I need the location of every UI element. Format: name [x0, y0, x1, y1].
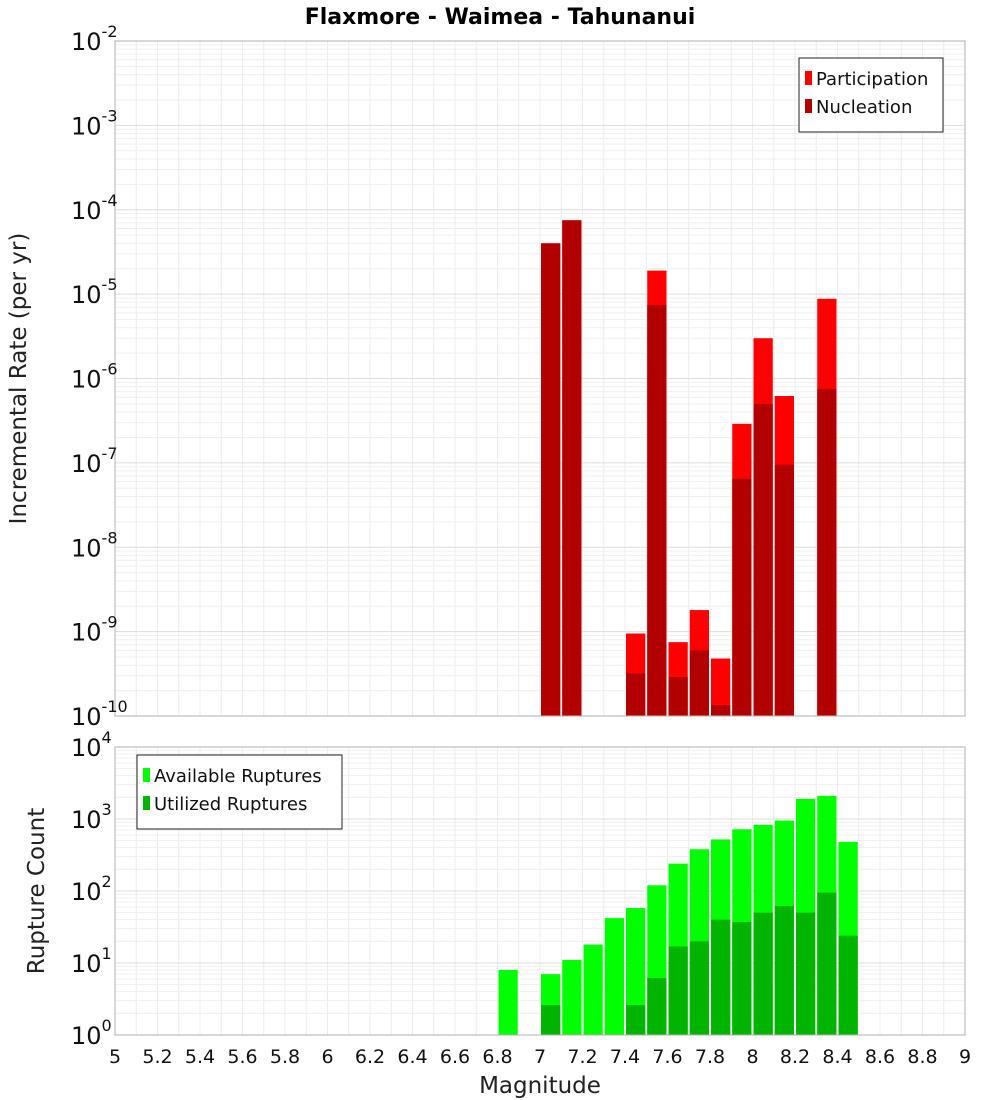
y-tick-label: 103 — [71, 800, 112, 834]
y-tick-label: 10-3 — [71, 106, 118, 140]
series-utilized-ruptures — [541, 892, 858, 1035]
legend: Available Ruptures Utilized Ruptures — [136, 754, 343, 830]
x-tick-label: 7.4 — [610, 1046, 640, 1068]
legend-entry: Utilized Ruptures — [154, 794, 307, 815]
x-tick-label: 6.6 — [440, 1046, 470, 1068]
y-tick-label: 10-10 — [71, 697, 128, 731]
x-tick-label: 8.8 — [907, 1046, 937, 1068]
gridlines — [114, 41, 966, 717]
bar — [689, 650, 709, 716]
bar — [583, 944, 603, 1035]
y-tick-label: 10-8 — [71, 528, 118, 562]
bar — [753, 403, 773, 716]
bars — [498, 795, 858, 1035]
plot-frame — [114, 40, 966, 717]
legend-swatch — [143, 796, 150, 810]
bar — [711, 919, 731, 1035]
y-tick-label: 104 — [71, 728, 112, 762]
x-tick-labels: 5 5.2 5.4 5.6 5.8 6 6.2 6.4 6.6 6.8 7 7.2 7.4 7.6 7.8 8… — [109, 1046, 971, 1068]
y-tick-label: 101 — [71, 944, 112, 978]
bar — [668, 676, 688, 716]
x-tick-label: 6.8 — [482, 1046, 512, 1068]
legend: Participation Nucleation — [798, 57, 944, 133]
y-axis-label: Rupture Count — [24, 808, 50, 974]
series-nucleation — [541, 220, 837, 717]
bar — [838, 935, 858, 1035]
y-tick-label: 10-5 — [71, 275, 118, 309]
bar — [604, 918, 624, 1035]
x-tick-label: 7.2 — [567, 1046, 597, 1068]
y-tick-label: 10-6 — [71, 360, 118, 394]
bar — [626, 908, 646, 1035]
bar — [732, 478, 752, 716]
x-tick-label: 5.4 — [185, 1046, 215, 1068]
y-tick-label: 10-7 — [71, 444, 118, 478]
y-axis-label: Incremental Rate (per yr) — [6, 233, 32, 525]
x-tick-label: 5.6 — [227, 1046, 257, 1068]
y-tick-label: 102 — [71, 872, 112, 906]
legend-entry: Participation — [816, 69, 928, 90]
chart-title: Flaxmore - Waimea - Tahunanui — [305, 5, 696, 30]
y-tick-label: 10-9 — [71, 613, 118, 647]
bar — [541, 1005, 561, 1035]
bar — [796, 912, 816, 1035]
y-tick-label: 10-4 — [71, 191, 118, 225]
bar — [626, 1005, 646, 1035]
legend-entry: Nucleation — [816, 97, 912, 118]
legend-swatch — [805, 71, 812, 85]
x-tick-label: 6.2 — [355, 1046, 385, 1068]
bar — [774, 464, 794, 716]
x-tick-label: 5 — [109, 1046, 121, 1068]
x-axis-label: Magnitude — [479, 1073, 601, 1099]
bar — [817, 892, 837, 1035]
bar — [562, 220, 582, 717]
bar — [711, 705, 731, 716]
y-tick-labels: 10-10 10-9 10-8 10-7 10-6 10-5 10-4 10-3 10-2 — [71, 22, 128, 731]
bar — [732, 922, 752, 1035]
rate-panel: 10-10 10-9 10-8 10-7 10-6 10-5 10-4 10-3 10-2 Inc… — [6, 22, 966, 731]
x-tick-label: 6.4 — [397, 1046, 427, 1068]
legend-entry: Available Ruptures — [154, 766, 322, 787]
x-tick-label: 8.2 — [780, 1046, 810, 1068]
bar — [626, 673, 646, 716]
x-tick-label: 8.6 — [865, 1046, 895, 1068]
bar — [689, 941, 709, 1035]
bars — [541, 220, 837, 717]
y-tick-label: 10-2 — [71, 22, 118, 56]
count-panel: 100 101 102 103 104 Rupture Count 5 5.2 5.4 5.6 5.… — [24, 728, 971, 1099]
bar — [562, 960, 582, 1035]
y-tick-labels: 100 101 102 103 104 — [71, 728, 112, 1050]
bar — [753, 912, 773, 1035]
bar — [711, 658, 731, 716]
bar — [498, 969, 518, 1035]
x-tick-label: 8.4 — [822, 1046, 852, 1068]
bar — [774, 905, 794, 1035]
x-tick-label: 7 — [534, 1046, 546, 1068]
legend-box — [136, 754, 343, 830]
x-tick-label: 7.8 — [695, 1046, 725, 1068]
x-tick-label: 5.8 — [270, 1046, 300, 1068]
bar — [647, 305, 667, 716]
bar — [541, 243, 561, 716]
legend-box — [798, 57, 944, 133]
y-tick-label: 100 — [71, 1016, 112, 1050]
x-tick-label: 5.2 — [142, 1046, 172, 1068]
bar — [647, 977, 667, 1035]
series-available-ruptures — [498, 795, 858, 1035]
x-tick-label: 9 — [959, 1046, 971, 1068]
x-tick-label: 8 — [746, 1046, 758, 1068]
bar — [668, 946, 688, 1035]
x-tick-label: 6 — [321, 1046, 333, 1068]
plot-frame — [114, 746, 966, 1036]
legend-swatch — [143, 768, 150, 782]
legend-swatch — [805, 99, 812, 113]
x-tick-label: 7.6 — [652, 1046, 682, 1068]
bar — [817, 389, 837, 716]
